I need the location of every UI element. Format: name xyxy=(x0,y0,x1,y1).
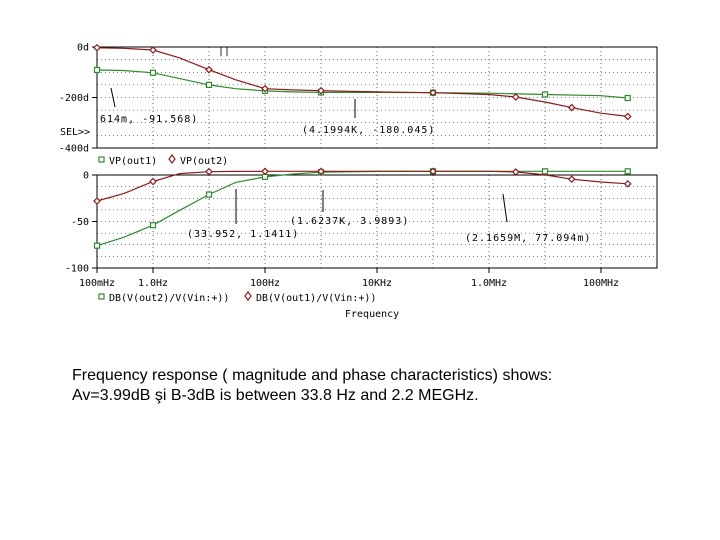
mag-y-tick-label: -50 xyxy=(71,217,89,228)
phase-point-diamond xyxy=(93,43,101,52)
phase-point-diamond xyxy=(149,46,157,54)
mag-y-tick-label: 0 xyxy=(83,171,89,182)
magnitude-grid xyxy=(97,175,657,268)
legend-square-marker xyxy=(98,156,105,163)
magnitude-y-ticks: 0 -50 -100 xyxy=(65,171,97,275)
phase-point-diamond xyxy=(429,88,437,97)
phase-annotation-2: (4.1994K, -180.045) xyxy=(302,125,435,136)
legend-vp-out2: VP(out2) xyxy=(180,156,228,167)
x-tick-label: 100MHz xyxy=(583,278,619,289)
magnitude-curves xyxy=(93,167,632,249)
phase-point-diamond xyxy=(567,103,576,112)
legend-db-out1: DB(V(out1)/V(Vin:+)) xyxy=(256,293,376,304)
mag-point-diamond xyxy=(261,167,269,176)
phase-point-diamond xyxy=(317,86,325,95)
phase-curves xyxy=(93,43,632,121)
mag-y-tick-label: -100 xyxy=(65,264,89,275)
pspice-plot: 0d -200d -400d SEL>> || 614m, -91.568) (4.… xyxy=(59,43,658,320)
phase-point-diamond xyxy=(261,84,269,93)
phase-point-square xyxy=(93,66,101,74)
phase-point-square xyxy=(205,81,213,88)
mag-annotation-3: (2.1659M, 77.094m) xyxy=(465,233,591,244)
x-tick-label: 1.0MHz xyxy=(471,278,507,289)
legend-db-out2: DB(V(out2)/V(Vin:+)) xyxy=(109,293,229,304)
mag-point-square xyxy=(93,242,101,249)
mag-point-square xyxy=(149,222,157,229)
phase-point-square xyxy=(541,91,549,98)
phase-y-tick-label: -400d xyxy=(59,144,89,155)
mag-point-diamond xyxy=(205,167,213,176)
phase-point-diamond xyxy=(623,112,632,121)
phase-series-line-1 xyxy=(96,47,628,117)
legend-diamond-marker xyxy=(168,154,176,164)
phase-point-diamond xyxy=(511,93,520,101)
cursor-marker: || xyxy=(218,46,230,57)
caption-line-1: Frequency response ( magnitude and phase… xyxy=(72,367,553,384)
phase-point-square xyxy=(624,94,631,102)
x-tick-label: 100mHz xyxy=(79,278,115,289)
mag-point-diamond xyxy=(149,177,157,186)
phase-y-tick-label: 0d xyxy=(77,43,89,54)
mag-series-line-1 xyxy=(96,170,628,202)
mag-point-diamond xyxy=(429,167,437,176)
legend-vp-out1: VP(out1) xyxy=(109,156,157,167)
x-tick-label: 10KHz xyxy=(362,278,392,289)
phase-point-square xyxy=(149,69,157,76)
mag-point-diamond xyxy=(567,175,576,184)
mag-series-line-0 xyxy=(96,170,628,247)
mag-annotation-2: (1.6237K, 3.9893) xyxy=(290,216,409,227)
caption: Frequency response ( magnitude and phase… xyxy=(72,366,692,406)
mag-point-diamond xyxy=(623,179,632,188)
sel-label: SEL>> xyxy=(60,127,90,138)
legend-square-marker-2 xyxy=(98,293,105,300)
x-axis-ticks: 100mHz 1.0Hz 100Hz 10KHz 1.0MHz 100MHz xyxy=(79,268,619,289)
caption-line-2: Av=3.99dB şi B-3dB is between 33.8 Hz an… xyxy=(72,387,479,404)
x-tick-label: 100Hz xyxy=(250,278,280,289)
mag-annotation-1: (33.952, 1.1411) xyxy=(187,229,299,240)
mag-point-diamond xyxy=(93,197,101,205)
legend-diamond-marker-2 xyxy=(244,291,252,301)
phase-series-line-0 xyxy=(96,69,628,99)
mag-point-diamond xyxy=(317,167,325,176)
phase-y-tick-label: -200d xyxy=(59,93,89,104)
mag-point-diamond xyxy=(511,168,520,176)
phase-annotation-1: 614m, -91.568) xyxy=(100,114,198,125)
x-tick-label: 1.0Hz xyxy=(138,278,168,289)
mag-point-square xyxy=(205,191,213,198)
x-axis-label: Frequency xyxy=(345,309,399,320)
phase-point-diamond xyxy=(205,65,213,74)
mag-point-square xyxy=(624,168,631,175)
mag-point-square xyxy=(541,168,549,175)
phase-grid xyxy=(97,47,657,148)
